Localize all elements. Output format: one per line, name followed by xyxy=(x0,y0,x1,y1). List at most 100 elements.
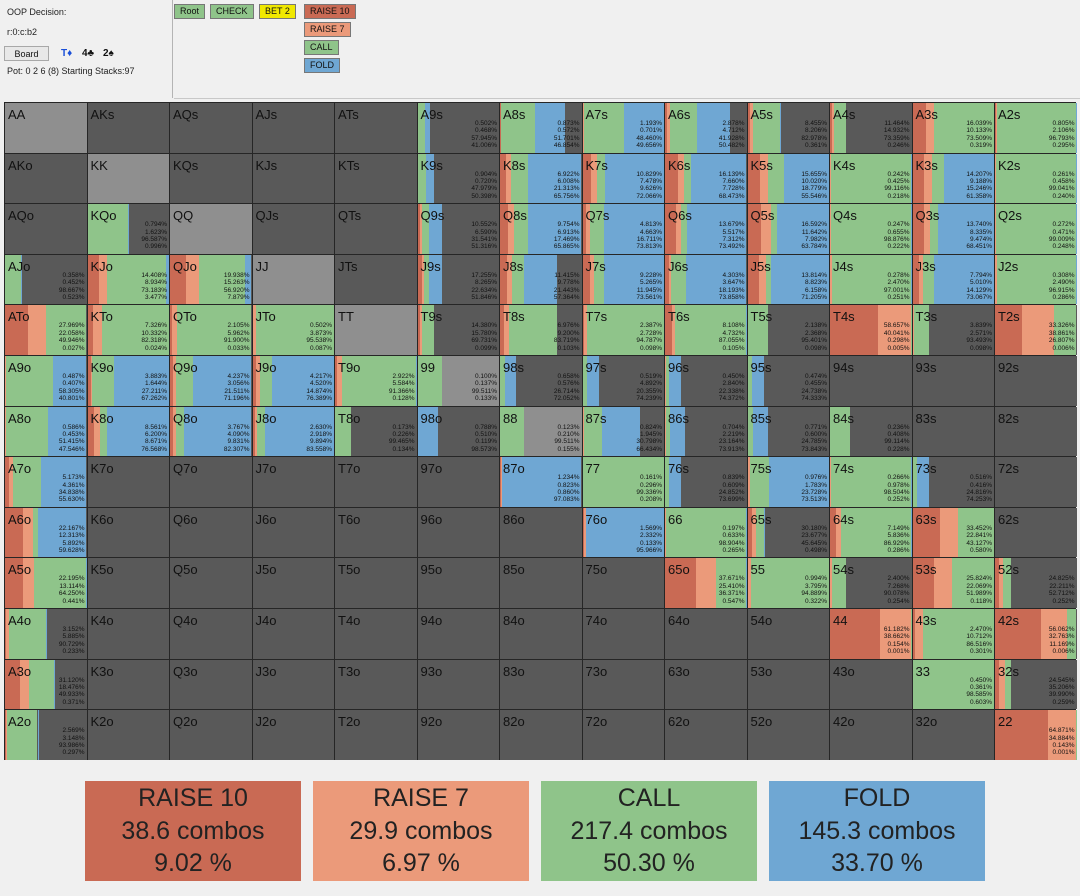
hand-cell-97o[interactable]: 97o xyxy=(417,457,499,507)
hand-cell-94o[interactable]: 94o xyxy=(417,609,499,659)
hand-cell-A6s[interactable]: A6s 2.878% 4.712% 41.928% 50.482% xyxy=(665,103,747,153)
tree-node-raise-10[interactable]: RAISE 10 xyxy=(304,4,356,19)
hand-cell-AKs[interactable]: AKs xyxy=(87,103,169,153)
hand-cell-J8o[interactable]: J8o 2.630% 2.918% 9.894% 83.558% xyxy=(252,406,334,457)
hand-cell-52o[interactable]: 52o xyxy=(747,710,829,760)
hand-cell-T7s[interactable]: T7s 2.387% 2.728% 94.787% 0.098% xyxy=(582,305,664,355)
hand-cell-Q3o[interactable]: Q3o xyxy=(170,659,252,710)
hand-cell-95s[interactable]: 95s 0.474% 0.455% 24.738% 74.333% xyxy=(747,356,829,406)
hand-cell-T6s[interactable]: T6s 8.108% 4.732% 87.055% 0.105% xyxy=(665,305,747,355)
hand-cell-83s[interactable]: 83s xyxy=(912,406,994,457)
hand-cell-K3o[interactable]: K3o xyxy=(87,659,169,710)
hand-cell-75s[interactable]: 75s 0.976% 1.783% 23.728% 73.513% xyxy=(747,457,829,507)
hand-cell-42o[interactable]: 42o xyxy=(830,710,912,760)
hand-cell-75o[interactable]: 75o xyxy=(582,558,664,608)
hand-cell-62o[interactable]: 62o xyxy=(665,710,747,760)
hand-cell-65s[interactable]: 65s 30.180% 23.677% 45.645% 0.498% xyxy=(747,507,829,558)
hand-cell-ATs[interactable]: ATs xyxy=(335,103,417,153)
hand-cell-62s[interactable]: 62s xyxy=(995,507,1077,558)
hand-cell-T8o[interactable]: T8o 0.173% 0.226% 99.465% 0.134% xyxy=(335,406,417,457)
hand-cell-Q9o[interactable]: Q9o 4.237% 3.056% 21.511% 71.196% xyxy=(170,356,252,406)
hand-cell-K8s[interactable]: K8s 6.922% 6.008% 21.313% 65.756% xyxy=(500,153,582,204)
hand-cell-73o[interactable]: 73o xyxy=(582,659,664,710)
hand-cell-JTo[interactable]: JTo 0.502% 3.873% 95.538% 0.087% xyxy=(252,305,334,355)
hand-cell-J3s[interactable]: J3s 7.794% 5.010% 14.129% 73.067% xyxy=(912,254,994,305)
hand-cell-Q4o[interactable]: Q4o xyxy=(170,609,252,659)
hand-cell-Q5s[interactable]: Q5s 16.592% 11.642% 7.982% 63.784% xyxy=(747,204,829,254)
hand-cell-T5s[interactable]: T5s 2.138% 2.368% 95.401% 0.098% xyxy=(747,305,829,355)
hand-cell-J8s[interactable]: J8s 11.415% 9.778% 21.443% 57.364% xyxy=(500,254,582,305)
board-button[interactable]: Board xyxy=(4,46,49,61)
hand-cell-77[interactable]: 77 0.161% 0.296% 99.336% 0.208% xyxy=(582,457,664,507)
hand-cell-K5s[interactable]: K5s 15.655% 10.020% 18.779% 55.546% xyxy=(747,153,829,204)
hand-cell-A5o[interactable]: A5o 22.195% 13.114% 64.250% 0.441% xyxy=(5,558,87,608)
hand-cell-AA[interactable]: AA xyxy=(5,103,87,153)
hand-cell-84s[interactable]: 84s 0.236% 0.408% 99.114% 0.228% xyxy=(830,406,912,457)
hand-cell-99[interactable]: 99 0.100% 0.137% 99.511% 0.133% xyxy=(417,356,499,406)
hand-cell-K4o[interactable]: K4o xyxy=(87,609,169,659)
hand-cell-96o[interactable]: 96o xyxy=(417,507,499,558)
hand-cell-54o[interactable]: 54o xyxy=(747,609,829,659)
hand-cell-JJ[interactable]: JJ xyxy=(252,254,334,305)
hand-cell-Q7o[interactable]: Q7o xyxy=(170,457,252,507)
hand-cell-65o[interactable]: 65o 37.671% 25.410% 36.371% 0.547% xyxy=(665,558,747,608)
hand-cell-AJs[interactable]: AJs xyxy=(252,103,334,153)
hand-cell-52s[interactable]: 52s 24.825% 22.211% 52.712% 0.252% xyxy=(995,558,1077,608)
hand-cell-J2o[interactable]: J2o xyxy=(252,710,334,760)
hand-cell-A8s[interactable]: A8s 0.873% 0.572% 51.701% 46.854% xyxy=(500,103,582,153)
hand-cell-43s[interactable]: 43s 2.470% 10.712% 86.516% 0.301% xyxy=(912,609,994,659)
hand-cell-AQs[interactable]: AQs xyxy=(170,103,252,153)
hand-cell-92s[interactable]: 92s xyxy=(995,356,1077,406)
hand-cell-AQo[interactable]: AQo xyxy=(5,204,87,254)
hand-cell-KTo[interactable]: KTo 7.326% 10.332% 82.318% 0.024% xyxy=(87,305,169,355)
hand-cell-85o[interactable]: 85o xyxy=(500,558,582,608)
hand-cell-J3o[interactable]: J3o xyxy=(252,659,334,710)
hand-cell-32s[interactable]: 32s 24.545% 35.206% 39.990% 0.259% xyxy=(995,659,1077,710)
hand-cell-Q4s[interactable]: Q4s 0.247% 0.655% 98.876% 0.222% xyxy=(830,204,912,254)
hand-cell-95o[interactable]: 95o xyxy=(417,558,499,608)
hand-cell-72o[interactable]: 72o xyxy=(582,710,664,760)
hand-cell-T2s[interactable]: T2s 33.326% 38.861% 26.807% 0.006% xyxy=(995,305,1077,355)
hand-cell-J6s[interactable]: J6s 4.303% 3.647% 18.193% 73.858% xyxy=(665,254,747,305)
hand-cell-86s[interactable]: 86s 0.704% 2.219% 23.164% 73.913% xyxy=(665,406,747,457)
hand-cell-TT[interactable]: TT xyxy=(335,305,417,355)
hand-cell-76o[interactable]: 76o 1.569% 2.332% 0.133% 95.966% xyxy=(582,507,664,558)
hand-cell-K3s[interactable]: K3s 14.207% 9.188% 15.246% 61.358% xyxy=(912,153,994,204)
hand-cell-A7o[interactable]: A7o 5.173% 4.361% 34.838% 55.630% xyxy=(5,457,87,507)
hand-cell-J6o[interactable]: J6o xyxy=(252,507,334,558)
hand-cell-KK[interactable]: KK xyxy=(87,153,169,204)
hand-cell-J5s[interactable]: J5s 13.814% 8.823% 6.158% 71.205% xyxy=(747,254,829,305)
hand-cell-87s[interactable]: 87s 0.824% 1.945% 30.798% 66.434% xyxy=(582,406,664,457)
hand-cell-K4s[interactable]: K4s 0.242% 0.425% 99.116% 0.218% xyxy=(830,153,912,204)
hand-cell-K7s[interactable]: K7s 10.829% 7.478% 9.626% 72.066% xyxy=(582,153,664,204)
hand-cell-63o[interactable]: 63o xyxy=(665,659,747,710)
hand-cell-Q6o[interactable]: Q6o xyxy=(170,507,252,558)
hand-cell-KJo[interactable]: KJo 14.408% 8.934% 73.183% 3.477% xyxy=(87,254,169,305)
hand-cell-QJo[interactable]: QJo 19.938% 15.263% 56.920% 7.879% xyxy=(170,254,252,305)
hand-cell-JTs[interactable]: JTs xyxy=(335,254,417,305)
hand-cell-K9s[interactable]: K9s 0.904% 0.720% 47.979% 50.398% xyxy=(417,153,499,204)
hand-cell-74o[interactable]: 74o xyxy=(582,609,664,659)
hand-cell-Q2s[interactable]: Q2s 0.272% 0.471% 99.009% 0.248% xyxy=(995,204,1077,254)
hand-cell-Q6s[interactable]: Q6s 13.679% 5.517% 7.312% 73.492% xyxy=(665,204,747,254)
hand-cell-T9o[interactable]: T9o 2.922% 5.584% 91.366% 0.128% xyxy=(335,356,417,406)
hand-cell-A5s[interactable]: A5s 8.455% 8.206% 82.978% 0.361% xyxy=(747,103,829,153)
hand-cell-QTs[interactable]: QTs xyxy=(335,204,417,254)
hand-cell-A3s[interactable]: A3s 16.039% 10.133% 73.509% 0.319% xyxy=(912,103,994,153)
hand-cell-AKo[interactable]: AKo xyxy=(5,153,87,204)
tree-node-root[interactable]: Root xyxy=(174,4,206,19)
hand-cell-Q8s[interactable]: Q8s 9.754% 6.913% 17.469% 65.865% xyxy=(500,204,582,254)
hand-cell-KQs[interactable]: KQs xyxy=(170,153,252,204)
hand-cell-QTo[interactable]: QTo 2.105% 5.962% 91.900% 0.033% xyxy=(170,305,252,355)
tree-node-bet-2[interactable]: BET 2 xyxy=(259,4,296,19)
hand-cell-J2s[interactable]: J2s 0.308% 2.490% 96.915% 0.286% xyxy=(995,254,1077,305)
hand-cell-44[interactable]: 44 61.182% 38.662% 0.154% 0.001% xyxy=(830,609,912,659)
hand-cell-53o[interactable]: 53o xyxy=(747,659,829,710)
hand-cell-Q3s[interactable]: Q3s 13.740% 8.335% 9.474% 68.451% xyxy=(912,204,994,254)
hand-cell-T5o[interactable]: T5o xyxy=(335,558,417,608)
tree-node-fold[interactable]: FOLD xyxy=(304,58,341,73)
hand-cell-A2o[interactable]: A2o 2.569% 3.148% 93.986% 0.297% xyxy=(5,710,87,760)
hand-cell-K2o[interactable]: K2o xyxy=(87,710,169,760)
hand-cell-T8s[interactable]: T8s 6.976% 9.200% 83.719% 0.103% xyxy=(500,305,582,355)
hand-cell-72s[interactable]: 72s xyxy=(995,457,1077,507)
